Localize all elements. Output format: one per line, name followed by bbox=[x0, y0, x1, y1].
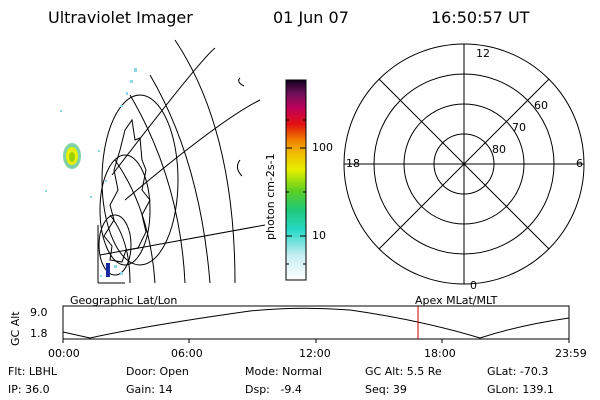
timeline-ytick-high: 9.0 bbox=[30, 306, 48, 319]
info-door: Door: Open bbox=[126, 365, 189, 378]
mlt-label-6: 6 bbox=[576, 157, 583, 170]
info-mode: Mode: Normal bbox=[245, 365, 322, 378]
info-glat: GLat: -70.3 bbox=[487, 365, 549, 378]
timeline-xtick-0600: 06:00 bbox=[171, 347, 203, 360]
date-label: 01 Jun 07 bbox=[273, 8, 349, 27]
lat-label-60: 60 bbox=[534, 99, 548, 112]
info-gain: Gain: 14 bbox=[126, 383, 173, 396]
timeline-xtick-2359: 23:59 bbox=[555, 347, 587, 360]
timeline-right-title: Apex MLat/MLT bbox=[415, 294, 498, 307]
timeline-xtick-1200: 12:00 bbox=[299, 347, 331, 360]
instrument-title: Ultraviolet Imager bbox=[48, 8, 193, 27]
colorbar-tick-10: 10 bbox=[312, 229, 326, 242]
mlt-label-12: 12 bbox=[476, 47, 490, 60]
time-label: 16:50:57 UT bbox=[431, 8, 530, 27]
lat-label-70: 70 bbox=[512, 121, 526, 134]
timeline-xtick-0000: 00:00 bbox=[48, 347, 80, 360]
info-ip: IP: 36.0 bbox=[8, 383, 50, 396]
colorbar-tick-100: 100 bbox=[312, 141, 333, 154]
info-dsp: Dsp: -9.4 bbox=[245, 383, 302, 396]
info-gc-alt: GC Alt: 5.5 Re bbox=[365, 365, 442, 378]
timeline-xtick-1800: 18:00 bbox=[424, 347, 456, 360]
info-flt: Flt: LBHL bbox=[8, 365, 57, 378]
mlt-label-18: 18 bbox=[346, 157, 360, 170]
timeline-ytick-low: 1.8 bbox=[30, 327, 48, 340]
timeline-left-title: Geographic Lat/Lon bbox=[70, 294, 178, 307]
lat-label-80: 80 bbox=[492, 143, 506, 156]
info-glon: GLon: 139.1 bbox=[487, 383, 554, 396]
info-seq: Seq: 39 bbox=[365, 383, 407, 396]
mlt-label-0: 0 bbox=[470, 279, 477, 292]
